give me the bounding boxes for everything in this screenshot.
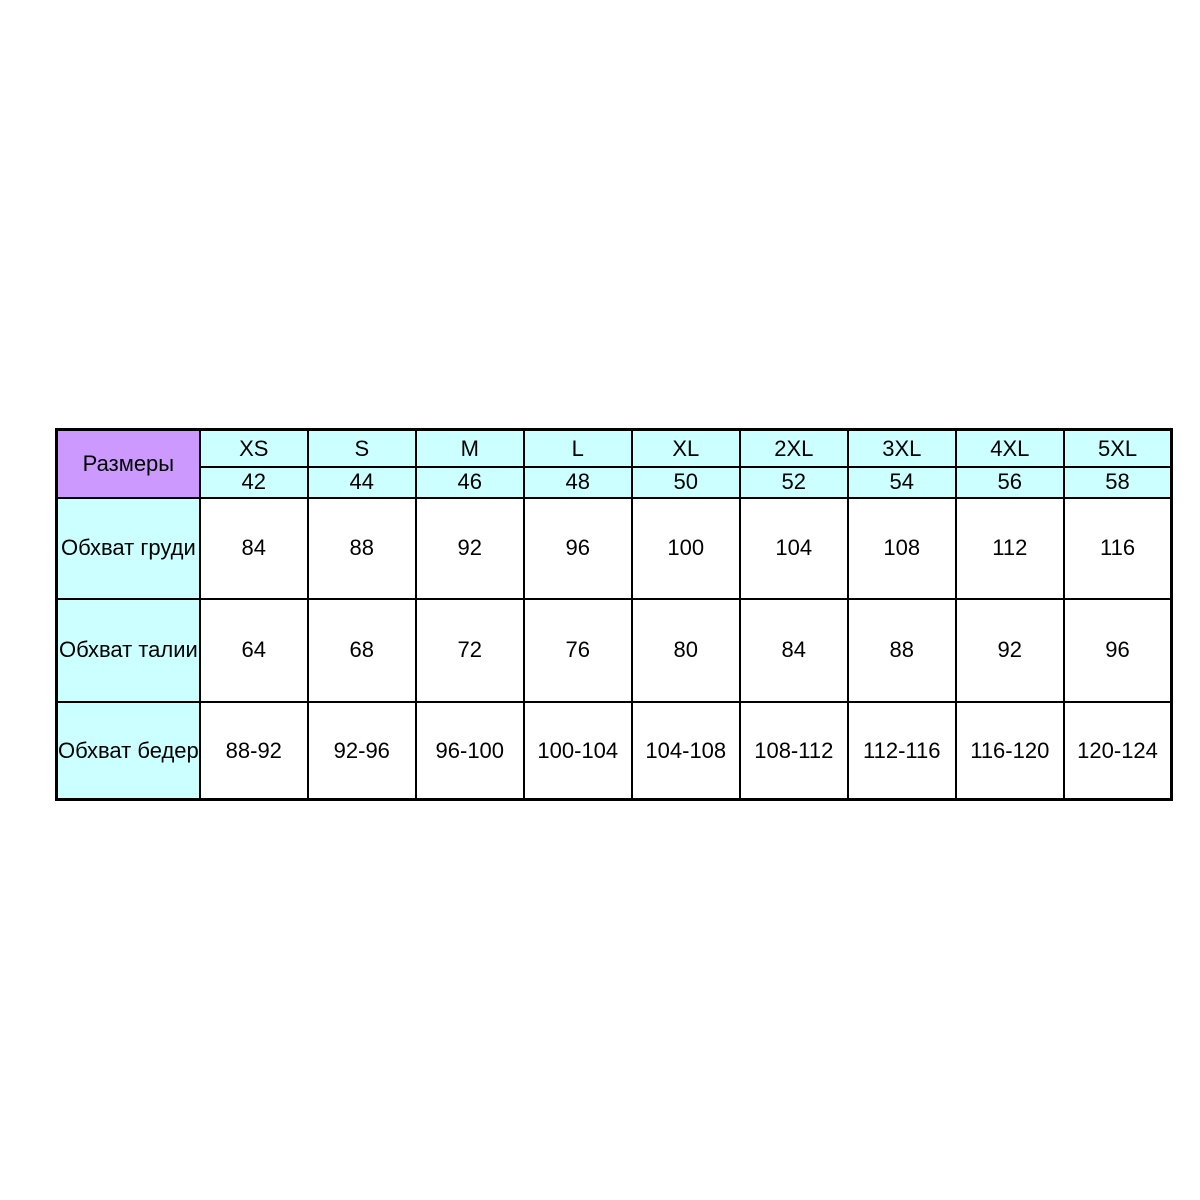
russian-size-52: 52 <box>738 465 849 499</box>
header-row-sizes: Размеры XS S M L XL 2XL 3XL 4XL 5XL <box>55 428 1173 499</box>
chest-value: 84 <box>198 496 309 600</box>
size-header-xs: XS <box>198 428 309 468</box>
chest-value: 112 <box>954 496 1065 600</box>
size-header-5xl: 5XL <box>1062 428 1173 468</box>
russian-size-44: 44 <box>306 465 417 499</box>
hips-value: 112-116 <box>846 700 957 801</box>
chest-value: 116 <box>1062 496 1173 600</box>
size-header-m: M <box>414 428 525 468</box>
chest-value: 108 <box>846 496 957 600</box>
waist-value: 72 <box>414 597 525 703</box>
hips-value: 120-124 <box>1062 700 1173 801</box>
size-chart: Размеры XS S M L XL 2XL 3XL 4XL 5XL 42 4… <box>55 428 1174 801</box>
russian-size-48: 48 <box>522 465 633 499</box>
table-row-waist: Обхват талии 64 68 72 76 80 84 88 92 96 <box>55 597 1173 703</box>
hips-value: 116-120 <box>954 700 1065 801</box>
chest-value: 100 <box>630 496 741 600</box>
russian-size-54: 54 <box>846 465 957 499</box>
size-header-4xl: 4XL <box>954 428 1065 468</box>
waist-value: 84 <box>738 597 849 703</box>
chest-value: 88 <box>306 496 417 600</box>
chest-value: 92 <box>414 496 525 600</box>
waist-value: 64 <box>198 597 309 703</box>
russian-size-42: 42 <box>198 465 309 499</box>
waist-value: 92 <box>954 597 1065 703</box>
russian-size-58: 58 <box>1062 465 1173 499</box>
hips-value: 96-100 <box>414 700 525 801</box>
row-label-hips: Обхват бедер <box>55 700 201 801</box>
russian-size-46: 46 <box>414 465 525 499</box>
table-row-hips: Обхват бедер 88-92 92-96 96-100 100-104 … <box>55 700 1173 801</box>
size-header-xl: XL <box>630 428 741 468</box>
hips-value: 92-96 <box>306 700 417 801</box>
waist-value: 80 <box>630 597 741 703</box>
hips-value: 88-92 <box>198 700 309 801</box>
hips-value: 100-104 <box>522 700 633 801</box>
row-label-chest: Обхват груди <box>55 496 201 600</box>
chest-value: 96 <box>522 496 633 600</box>
chest-value: 104 <box>738 496 849 600</box>
row-label-waist: Обхват талии <box>55 597 201 703</box>
table-row-chest: Обхват груди 84 88 92 96 100 104 108 112… <box>55 496 1173 600</box>
hips-value: 108-112 <box>738 700 849 801</box>
russian-size-50: 50 <box>630 465 741 499</box>
waist-value: 88 <box>846 597 957 703</box>
size-header-l: L <box>522 428 633 468</box>
size-header-s: S <box>306 428 417 468</box>
waist-value: 68 <box>306 597 417 703</box>
size-header-3xl: 3XL <box>846 428 957 468</box>
russian-size-56: 56 <box>954 465 1065 499</box>
header-row-russian-sizes: 42 44 46 48 50 52 54 56 58 <box>57 465 1173 499</box>
corner-label: Размеры <box>55 428 201 499</box>
waist-value: 76 <box>522 597 633 703</box>
size-header-2xl: 2XL <box>738 428 849 468</box>
hips-value: 104-108 <box>630 700 741 801</box>
size-chart-table: Размеры XS S M L XL 2XL 3XL 4XL 5XL 42 4… <box>55 428 1174 801</box>
waist-value: 96 <box>1062 597 1173 703</box>
